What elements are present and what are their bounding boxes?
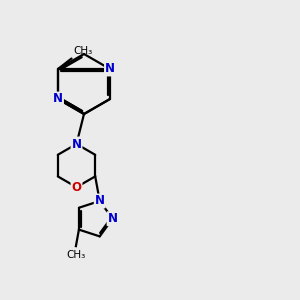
Text: N: N (71, 137, 82, 151)
Text: CH₃: CH₃ (66, 250, 85, 260)
Text: N: N (95, 194, 105, 208)
Text: O: O (71, 181, 82, 194)
Text: N: N (108, 212, 118, 225)
Text: CH₃: CH₃ (73, 46, 92, 56)
Text: N: N (53, 92, 63, 106)
Text: N: N (105, 62, 115, 76)
